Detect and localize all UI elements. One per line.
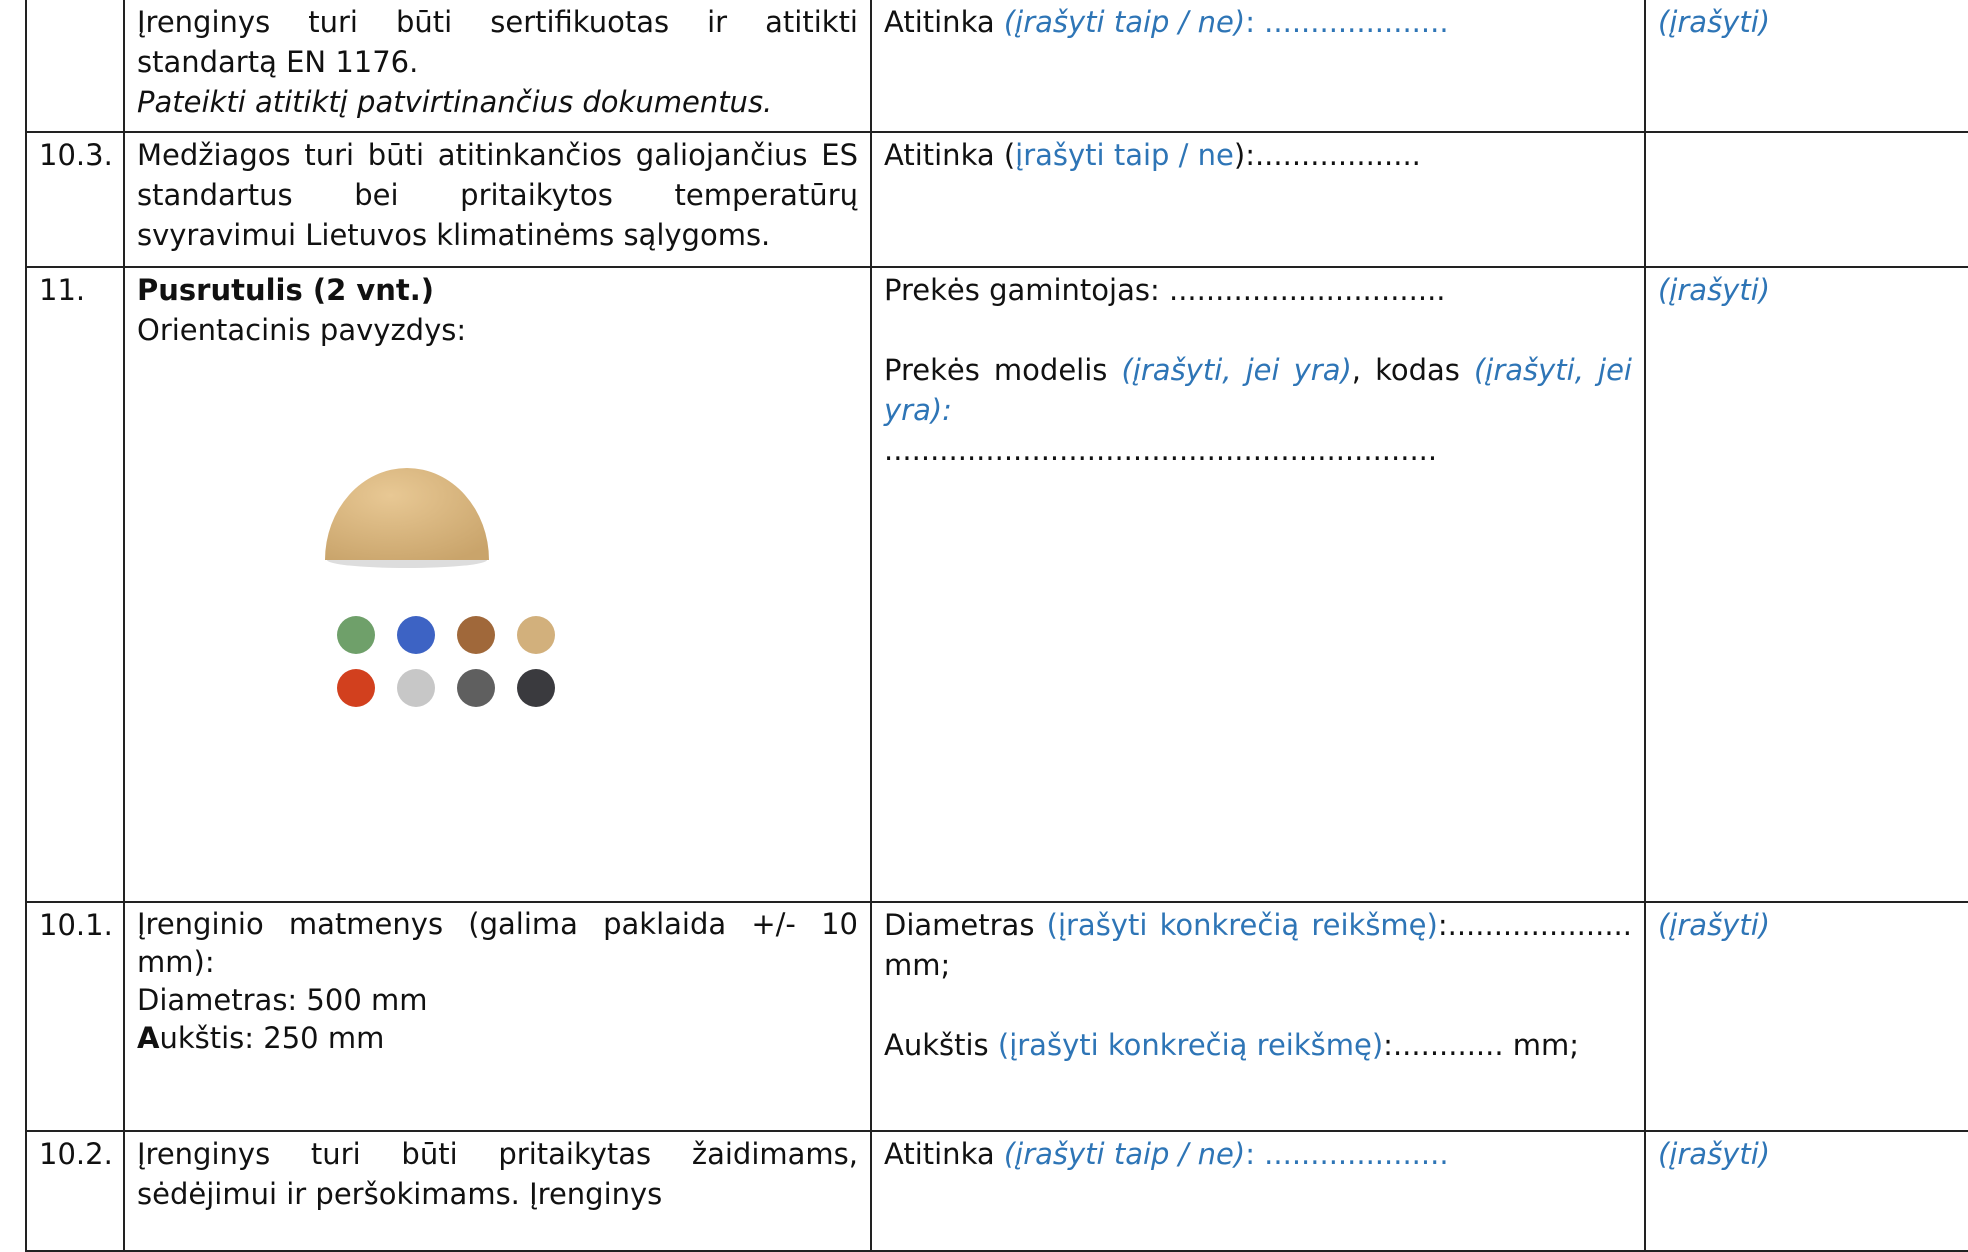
label: Diametras [884, 908, 1047, 942]
number: 10.1. [25, 901, 125, 1132]
description: Medžiagos turi būti atitinkančios galioj… [123, 131, 872, 268]
product-image [325, 468, 555, 707]
fill: ):.................. [1233, 138, 1421, 172]
label: Atitinka [884, 1137, 1004, 1171]
compliance-cell: Atitinka (įrašyti taip / ne): ..........… [870, 0, 1646, 133]
spec-table: Įrenginys turi būti sertifikuotas ir ati… [25, 0, 1968, 1252]
remark: (įrašyti) [1644, 901, 1968, 1132]
row: 10.3. Medžiagos turi būti atitinkančios … [25, 131, 1968, 268]
page: Įrenginys turi būti sertifikuotas ir ati… [25, 0, 1968, 1252]
row: Įrenginys turi būti sertifikuotas ir ati… [25, 0, 1968, 133]
number-cell [25, 0, 125, 133]
hint: (įrašyti, jei yra): [884, 353, 1632, 427]
description: Įrenginys turi būti pritaikytas žaidimam… [123, 1130, 872, 1252]
fill: : .................... [1245, 5, 1449, 39]
row: 11. Pusrutulis (2 vnt.) Orientacinis pav… [25, 266, 1968, 903]
label: Atitinka [884, 5, 1004, 39]
number: 10.2. [25, 1130, 125, 1252]
row: 10.2. Įrenginys turi būti pritaikytas ža… [25, 1130, 1968, 1252]
fill: :............ mm; [1383, 1028, 1580, 1062]
text: Orientacinis pavyzdys: [137, 313, 467, 347]
text: Įrenginys turi būti sertifikuotas ir ati… [137, 5, 858, 79]
fill: :.................... mm; [884, 908, 1632, 982]
diameter: Diametras: 500 mm [137, 983, 428, 1017]
hint: (įrašyti taip / ne) [1003, 1137, 1246, 1171]
model: Prekės modelis [884, 353, 1122, 387]
manufacturer: Prekės gamintojas: .....................… [884, 273, 1446, 307]
label: Atitinka ( [884, 138, 1016, 172]
row: 10.1. Įrenginio matmenys (galima paklaid… [25, 901, 1968, 1132]
initial: A [137, 1021, 160, 1055]
remark: (įrašyti) [1644, 266, 1968, 903]
description-cell: Įrenginys turi būti sertifikuotas ir ati… [123, 0, 872, 133]
hint: (įrašyti konkrečią reikšmę) [1046, 908, 1438, 942]
height: ukštis: 250 mm [159, 1021, 385, 1055]
text: Įrenginio matmenys (galima paklaida +/- … [137, 907, 858, 979]
compliance-cell: Atitinka (įrašyti taip / ne):...........… [870, 131, 1646, 268]
number: 10.3. [25, 131, 125, 268]
description-cell: Įrenginio matmenys (galima paklaida +/- … [123, 901, 872, 1132]
compliance-cell: Prekės gamintojas: .....................… [870, 266, 1646, 903]
description-cell: Pusrutulis (2 vnt.) Orientacinis pavyzdy… [123, 266, 872, 903]
hint: (įrašyti taip / ne) [1003, 5, 1246, 39]
title: Pusrutulis (2 vnt.) [137, 273, 435, 307]
hint: (įrašyti konkrečią reikšmę) [997, 1028, 1384, 1062]
compliance-cell: Atitinka (įrašyti taip / ne): ..........… [870, 1130, 1646, 1252]
code: , kodas [1351, 353, 1474, 387]
remark: (įrašyti) [1644, 1130, 1968, 1252]
dots: ........................................… [884, 433, 1438, 467]
compliance-cell: Diametras (įrašyti konkrečią reikšmę):..… [870, 901, 1646, 1132]
number: 11. [25, 266, 125, 903]
remark-cell [1644, 131, 1968, 268]
hint: (įrašyti, jei yra) [1121, 353, 1352, 387]
label: Aukštis [884, 1028, 998, 1062]
note: Pateikti atitiktį patvirtinančius dokume… [137, 85, 773, 119]
fill: : .................... [1245, 1137, 1449, 1171]
hint: įrašyti taip / ne [1015, 138, 1234, 172]
remark: (įrašyti) [1644, 0, 1968, 133]
